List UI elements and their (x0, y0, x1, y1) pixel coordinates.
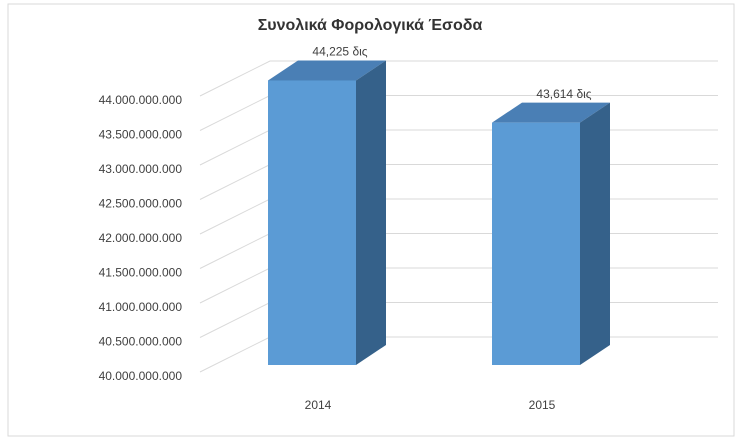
value-label: 44,225 δις (312, 45, 367, 59)
x-tick-label: 2015 (529, 398, 556, 412)
bar (268, 80, 356, 365)
chart-title: Συνολικά Φορολογικά Έσοδα (258, 17, 483, 34)
value-label: 43,614 δις (536, 87, 591, 101)
bar (492, 122, 580, 365)
y-tick-label: 43.500.000.000 (99, 128, 183, 142)
y-tick-label: 43.000.000.000 (99, 162, 183, 176)
y-tick-label: 44.000.000.000 (99, 93, 183, 107)
y-tick-label: 42.500.000.000 (99, 197, 183, 211)
x-tick-label: 2014 (305, 398, 332, 412)
bar-top (492, 102, 610, 123)
y-tick-label: 42.000.000.000 (99, 231, 183, 245)
y-tick-label: 40.500.000.000 (99, 335, 183, 349)
grid-line (199, 60, 718, 97)
y-tick-label: 40.000.000.000 (99, 369, 183, 383)
y-tick-label: 41.000.000.000 (99, 300, 183, 314)
bar-top (268, 60, 386, 81)
bar-side (580, 102, 610, 365)
bar-side (356, 60, 386, 365)
y-tick-label: 41.500.000.000 (99, 266, 183, 280)
